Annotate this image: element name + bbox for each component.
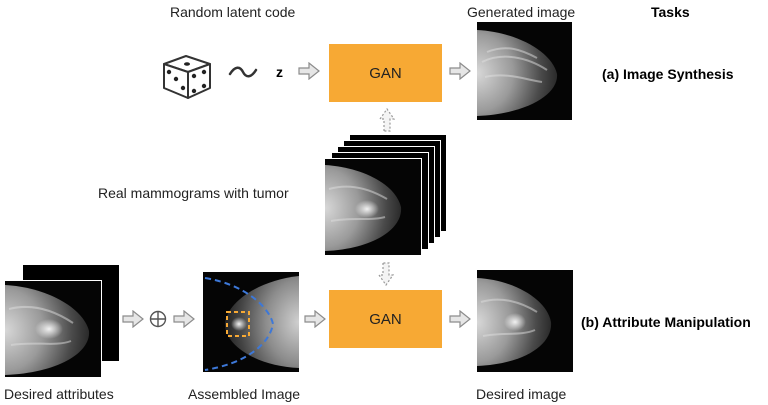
desired-image-label: Desired image xyxy=(476,386,567,402)
arrow-icon xyxy=(304,310,326,328)
desired-mammogram-image xyxy=(477,270,573,372)
real-mammogram-image xyxy=(324,158,422,256)
arrow-icon-down-dashed xyxy=(378,262,394,286)
gan-box-top: GAN xyxy=(329,44,442,102)
circled-plus-icon xyxy=(149,310,167,328)
assembled-image xyxy=(203,272,299,372)
arrow-icon xyxy=(122,310,144,328)
dice-icon xyxy=(158,48,216,102)
tasks-heading: Tasks xyxy=(651,4,690,20)
task-a-label: (a) Image Synthesis xyxy=(602,66,734,82)
z-symbol: z xyxy=(276,64,283,80)
arrow-icon xyxy=(449,62,471,80)
generated-mammogram-image xyxy=(477,22,572,120)
arrow-icon xyxy=(298,62,320,80)
gan-box-bottom: GAN xyxy=(329,290,442,348)
real-mammogram-stack xyxy=(324,134,447,256)
gan-bottom-label: GAN xyxy=(369,310,402,328)
task-b-label: (b) Attribute Manipulation xyxy=(581,314,751,330)
arrow-icon-up-dashed xyxy=(379,108,395,132)
arrow-icon xyxy=(173,310,195,328)
gan-top-label: GAN xyxy=(369,64,402,82)
tilde-icon xyxy=(228,64,258,80)
desired-attributes-image xyxy=(4,280,102,378)
desired-attributes-label: Desired attributes xyxy=(4,386,114,402)
real-mammograms-label: Real mammograms with tumor xyxy=(98,185,289,201)
random-latent-code-label: Random latent code xyxy=(170,4,296,20)
generated-image-label: Generated image xyxy=(467,4,576,20)
arrow-icon xyxy=(449,310,471,328)
assembled-image-label: Assembled Image xyxy=(188,386,301,402)
